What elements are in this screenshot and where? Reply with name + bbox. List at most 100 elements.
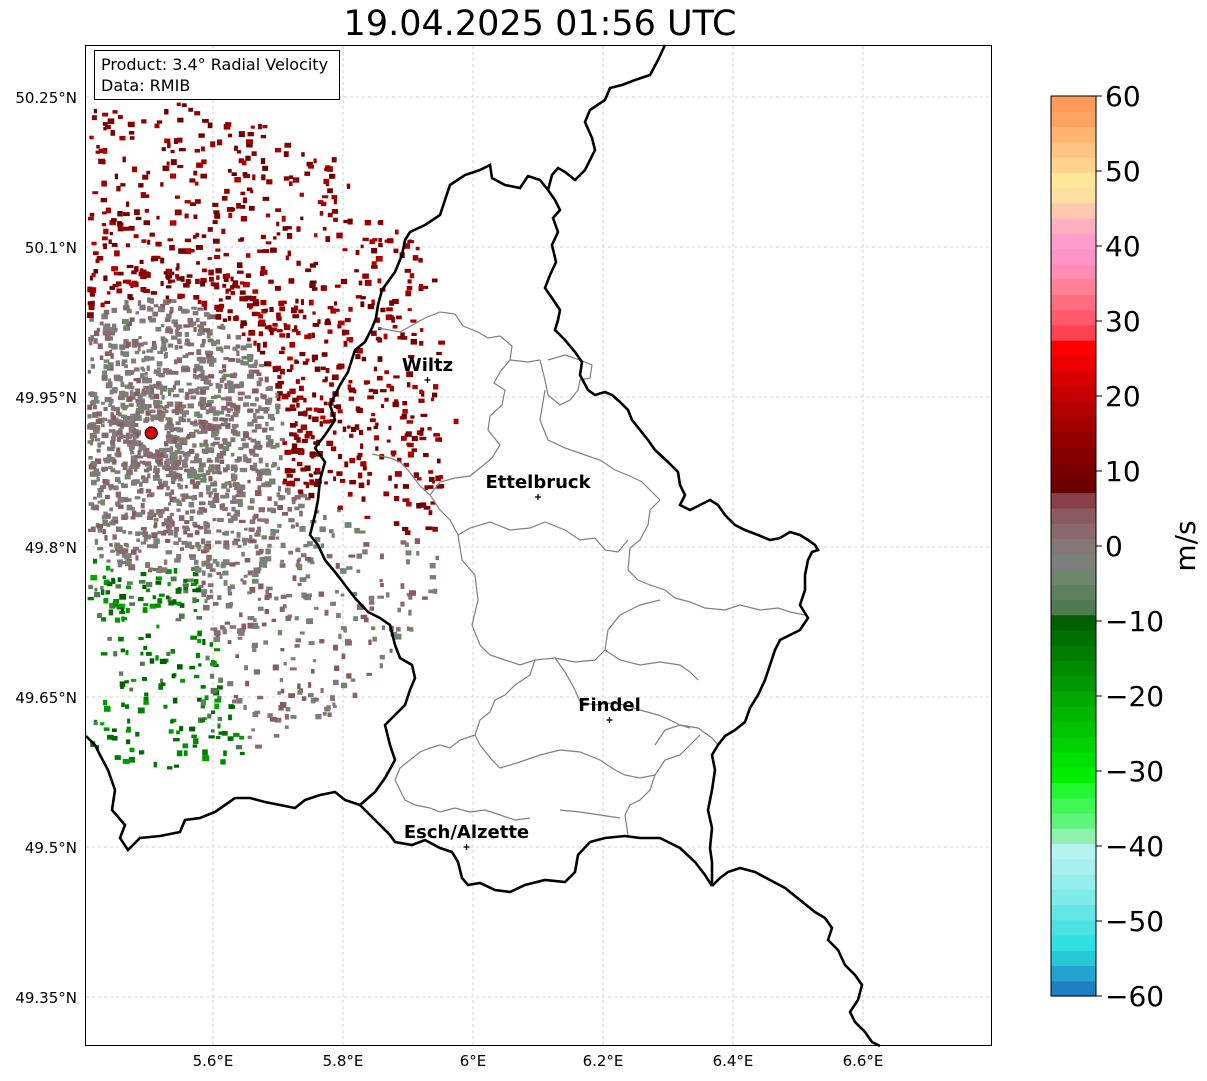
colorbar-segment [1051,523,1096,539]
product-label: Product: 3.4° Radial Velocity [101,55,329,74]
graticule [86,46,991,1045]
radar-site-marker [144,426,158,440]
lon-tick-label: 6.6°E [843,1052,884,1070]
lon-tick-label: 6.2°E [583,1052,624,1070]
lat-tick-label: 49.95°N [15,389,77,407]
colorbar-tick-label: 20 [1105,380,1141,413]
colorbar-segment [1051,965,1096,982]
colorbar-tick-label: −30 [1105,755,1164,788]
colorbar-segment [1051,843,1096,860]
colorbar-segment [1051,934,1096,951]
place-label: Esch/Alzette [404,822,529,843]
map-frame [85,45,992,1046]
colorbar-segment [1051,767,1096,784]
colorbar-segment [1051,584,1096,600]
colorbar-segment [1051,599,1096,616]
colorbar-segment [1051,507,1096,524]
colorbar-tick-label: −40 [1105,830,1164,863]
colorbar-unit-label: m/s [1169,520,1202,571]
colorbar-segment [1051,279,1096,295]
colorbar-segment [1051,782,1096,799]
borders [85,44,881,1048]
colorbar-tick-label: −50 [1105,905,1164,938]
colorbar-segment [1051,202,1096,219]
lat-tick-label: 49.5°N [25,839,77,857]
lat-tick-label: 49.65°N [15,689,77,707]
colorbar-segment [1051,828,1096,845]
colorbar-segment [1051,187,1096,204]
colorbar-segment [1051,309,1096,326]
colorbar-segment [1051,157,1096,173]
colorbar-segment [1051,126,1096,143]
colorbar-segment [1051,385,1096,402]
colorbar-segment [1051,797,1096,814]
colorbar-segment [1051,980,1096,997]
colorbar-segment [1051,812,1096,829]
place-label: Wiltz [402,355,453,376]
colorbar-tick-label: 10 [1105,455,1141,488]
colorbar-segment [1051,889,1096,906]
colorbar-tick-label: 50 [1105,155,1141,188]
colorbar-segment [1051,629,1096,646]
data-source-label: Data: RMIB [101,76,191,95]
colorbar-segment [1051,218,1096,234]
colorbar-segment [1051,904,1096,921]
colorbar-segment [1051,416,1096,433]
colorbar-segment [1051,263,1096,280]
colorbar-segment [1051,340,1096,356]
lat-tick-label: 50.25°N [15,89,77,107]
colorbar-segment [1051,370,1096,387]
colorbar-tick-label: 60 [1105,80,1141,113]
lat-tick-label: 50.1°N [25,239,77,257]
colorbar-segment [1051,248,1096,265]
product-info-box: Product: 3.4° Radial Velocity Data: RMIB [94,50,340,100]
axis-tick-labels: 5.6°E 5.8°E 6°E 6.2°E 6.4°E 6.6°E 49.35°N 49.5°… [15,89,883,1070]
colorbar-segment [1051,294,1096,311]
colorbar-segment [1051,751,1096,768]
colorbar-segment [1051,141,1096,158]
colorbar-segment [1051,553,1096,570]
colorbar-segment [1051,477,1096,494]
colorbar: 60 50 40 30 20 10 0 −10 −20 −30 −40 −50 −60 m/s [1050,80,1202,1013]
place-label: Findel [578,695,641,716]
lon-tick-label: 6°E [460,1052,487,1070]
colorbar-segment [1051,721,1096,738]
colorbar-tick-label: −20 [1105,680,1164,713]
colorbar-segment [1051,96,1096,112]
lat-tick-label: 49.8°N [25,539,77,557]
place-label: Ettelbruck [485,472,591,493]
colorbar-tick-label: 30 [1105,305,1141,338]
national-borders [85,44,881,1048]
colorbar-segment [1051,660,1096,677]
colorbar-segment [1051,706,1096,723]
colorbar-tick-label: −10 [1105,605,1164,638]
colorbar-segment [1051,919,1096,936]
lon-tick-label: 5.6°E [193,1052,234,1070]
colorbar-segment [1051,873,1096,890]
colorbar-segment [1051,736,1096,753]
colorbar-segment [1051,690,1096,707]
colorbar-segment [1051,172,1096,189]
colorbar-tick-label: 0 [1105,530,1123,563]
lat-tick-label: 49.35°N [15,989,77,1007]
radar-echoes [87,102,459,770]
colorbar-segment [1051,568,1096,585]
colorbar-segment [1051,355,1096,372]
colorbar-segment [1051,492,1096,509]
colorbar-tick-label: 40 [1105,230,1141,263]
colorbar-tick-label: −60 [1105,980,1164,1013]
lon-tick-label: 6.4°E [713,1052,754,1070]
colorbar-segment [1051,675,1096,692]
colorbar-segment [1051,614,1096,631]
colorbar-segment [1051,431,1096,448]
colorbar-segment [1051,446,1096,463]
colorbar-segment [1051,645,1096,661]
map-title: 19.04.2025 01:56 UTC [343,4,737,44]
colorbar-segment [1051,950,1096,967]
colorbar-segment [1051,462,1096,478]
colorbar-segment [1051,401,1096,417]
colorbar-segment [1051,538,1096,555]
district-boundaries [371,311,806,836]
colorbar-segment [1051,858,1096,875]
